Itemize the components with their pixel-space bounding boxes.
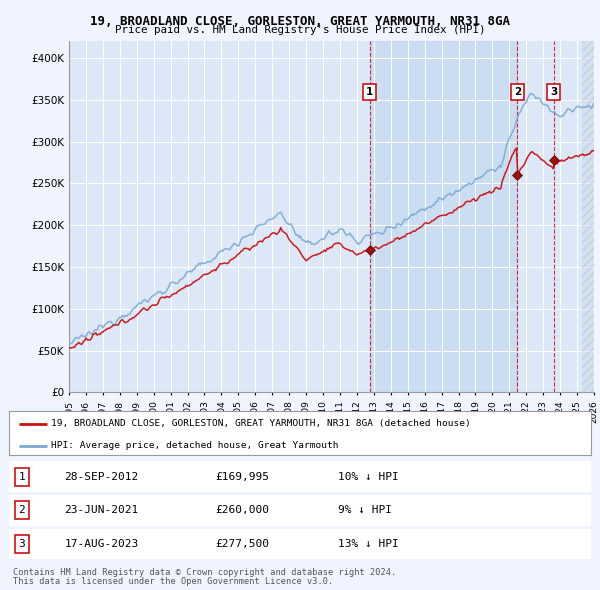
Text: HPI: Average price, detached house, Great Yarmouth: HPI: Average price, detached house, Grea… — [51, 441, 338, 450]
Bar — [582, 41, 594, 392]
Text: 28-SEP-2012: 28-SEP-2012 — [64, 472, 139, 481]
Text: This data is licensed under the Open Government Licence v3.0.: This data is licensed under the Open Gov… — [13, 577, 334, 586]
Text: 1: 1 — [366, 87, 373, 97]
Text: £169,995: £169,995 — [215, 472, 269, 481]
Text: Contains HM Land Registry data © Crown copyright and database right 2024.: Contains HM Land Registry data © Crown c… — [13, 568, 397, 576]
Text: 10% ↓ HPI: 10% ↓ HPI — [338, 472, 398, 481]
Text: 2: 2 — [514, 87, 521, 97]
Text: 19, BROADLAND CLOSE, GORLESTON, GREAT YARMOUTH, NR31 8GA (detached house): 19, BROADLAND CLOSE, GORLESTON, GREAT YA… — [51, 419, 470, 428]
Text: 17-AUG-2023: 17-AUG-2023 — [64, 539, 139, 549]
Text: 1: 1 — [19, 472, 25, 481]
Text: 3: 3 — [19, 539, 25, 549]
Text: £277,500: £277,500 — [215, 539, 269, 549]
Text: 9% ↓ HPI: 9% ↓ HPI — [338, 506, 392, 515]
Text: 2: 2 — [19, 506, 25, 515]
Text: Price paid vs. HM Land Registry's House Price Index (HPI): Price paid vs. HM Land Registry's House … — [115, 25, 485, 35]
Text: 3: 3 — [550, 87, 557, 97]
Text: £260,000: £260,000 — [215, 506, 269, 515]
Text: 13% ↓ HPI: 13% ↓ HPI — [338, 539, 398, 549]
Bar — [370, 41, 517, 392]
Text: 23-JUN-2021: 23-JUN-2021 — [64, 506, 139, 515]
Text: 19, BROADLAND CLOSE, GORLESTON, GREAT YARMOUTH, NR31 8GA: 19, BROADLAND CLOSE, GORLESTON, GREAT YA… — [90, 15, 510, 28]
